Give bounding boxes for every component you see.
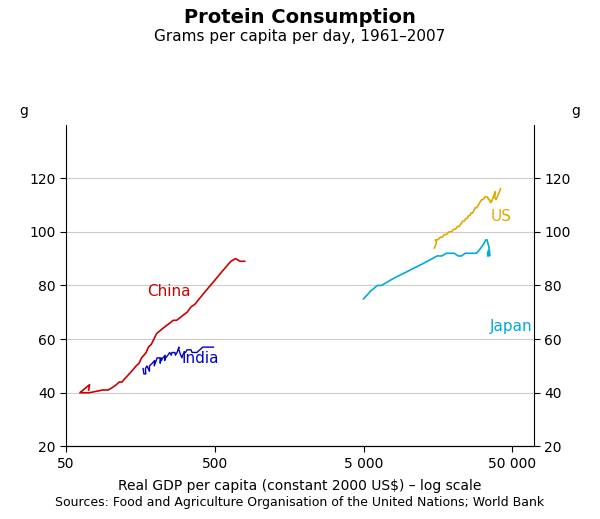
Text: China: China bbox=[147, 284, 190, 299]
Text: Sources: Food and Agriculture Organisation of the United Nations; World Bank: Sources: Food and Agriculture Organisati… bbox=[55, 496, 545, 509]
Text: India: India bbox=[182, 351, 219, 366]
Text: Japan: Japan bbox=[490, 319, 533, 334]
Text: Protein Consumption: Protein Consumption bbox=[184, 8, 416, 27]
Text: g: g bbox=[572, 104, 581, 118]
Text: g: g bbox=[19, 104, 28, 118]
X-axis label: Real GDP per capita (constant 2000 US$) – log scale: Real GDP per capita (constant 2000 US$) … bbox=[118, 479, 482, 493]
Text: US: US bbox=[490, 209, 511, 224]
Text: Grams per capita per day, 1961–2007: Grams per capita per day, 1961–2007 bbox=[154, 29, 446, 44]
